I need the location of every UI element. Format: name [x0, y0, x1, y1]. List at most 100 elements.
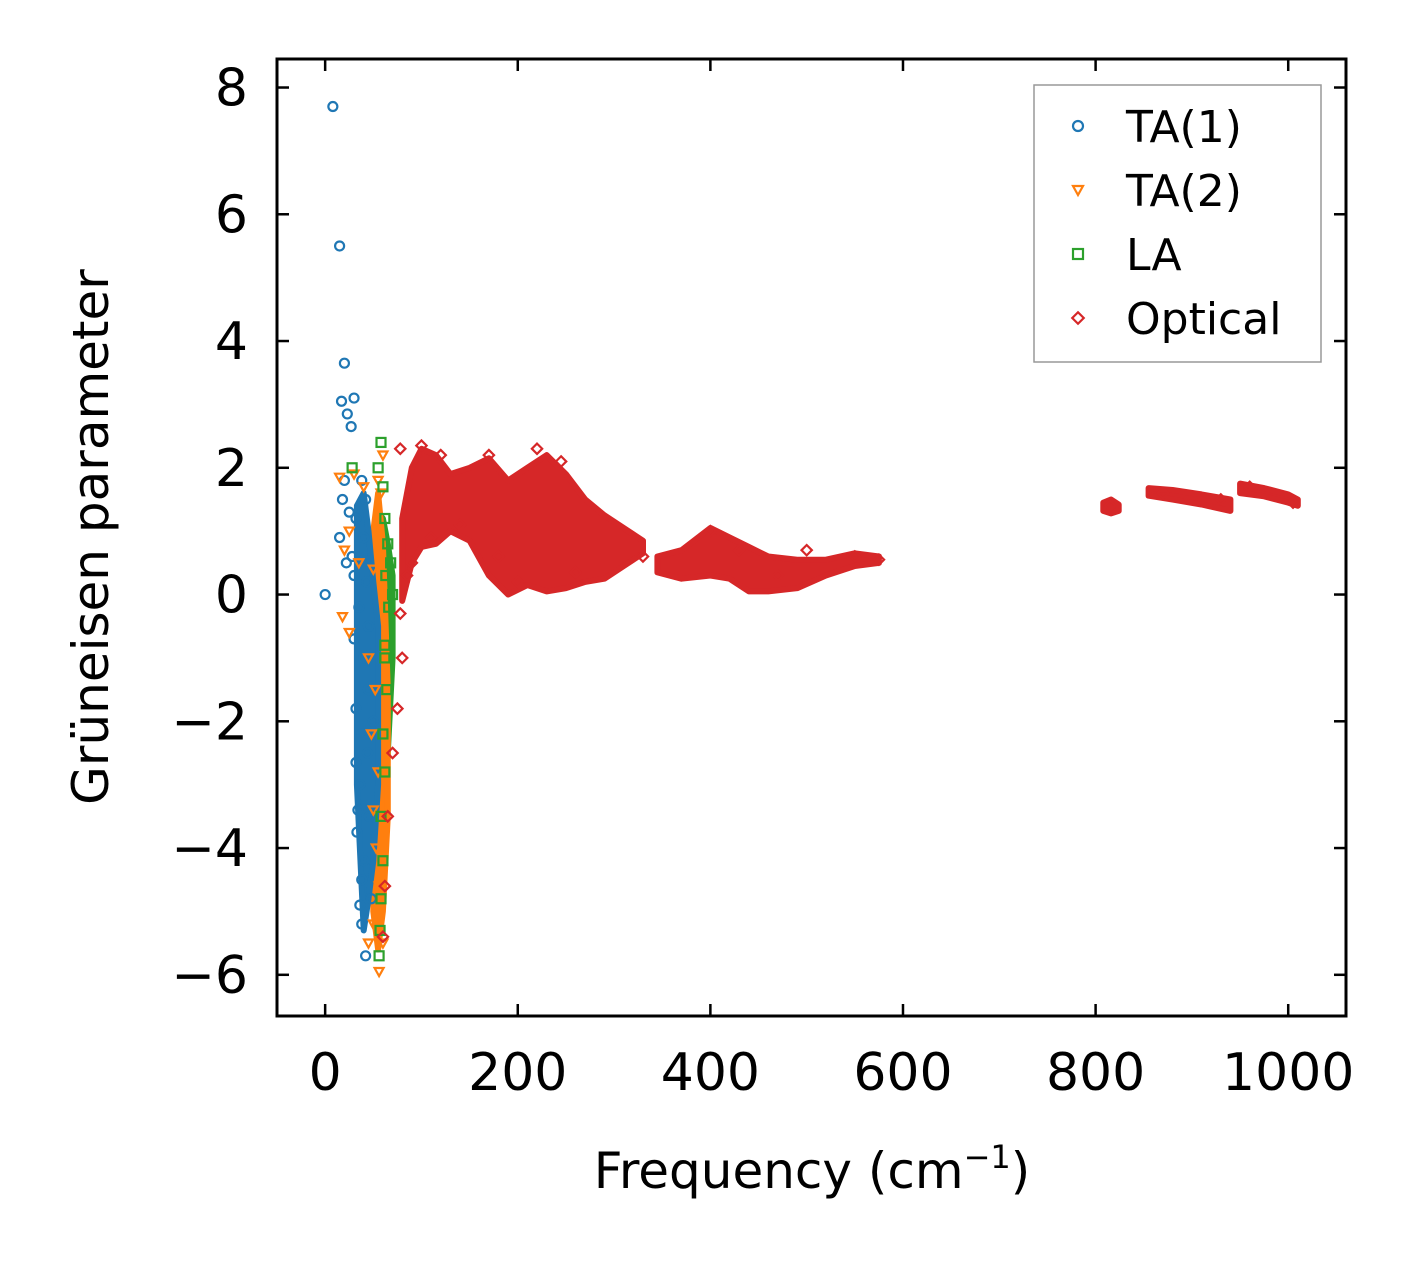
point-ta-1-28: [356, 918, 368, 930]
point-ta-1-4: [341, 408, 353, 420]
point-optical-24: [799, 543, 814, 557]
point-optical-9: [385, 746, 400, 760]
point-ta-1-14: [348, 569, 360, 582]
point-ta-2-7: [342, 627, 356, 640]
point-ta-2-0: [333, 472, 346, 485]
point-la-3: [377, 481, 389, 493]
point-la-17: [385, 557, 397, 569]
point-la-10: [377, 728, 389, 740]
legend-marker-la: [1071, 247, 1085, 261]
legend: TA(1) TA(2) LA Optical: [1033, 84, 1322, 363]
point-optical-2: [433, 448, 448, 462]
point-ta-1-34: [367, 715, 379, 727]
point-la-0: [346, 462, 358, 474]
point-ta-1-36: [360, 493, 372, 506]
legend-label-ta-2: TA(2): [1125, 166, 1242, 217]
point-optical-23: [771, 568, 785, 583]
point-ta-1-24: [351, 826, 363, 838]
point-la-8: [379, 639, 391, 651]
point-optical-20: [636, 549, 650, 564]
y-tick-label-7: −6: [171, 946, 248, 1006]
legend-marker-ta-1: [1071, 119, 1085, 133]
point-ta-1-2: [338, 357, 351, 369]
point-ta-1-0: [327, 100, 339, 113]
point-ta-2-20: [374, 488, 388, 500]
point-ta-2-11: [365, 729, 378, 741]
y-tick-label-1: 6: [215, 185, 248, 245]
point-ta-1-38: [362, 620, 375, 632]
point-ta-1-21: [350, 756, 362, 769]
point-optical-1: [414, 438, 429, 453]
legend-label-optical: Optical: [1126, 294, 1281, 345]
point-ta-1-3: [335, 395, 348, 407]
point-optical-0: [393, 442, 408, 456]
point-ta-2-1: [347, 469, 361, 481]
point-ta-2-13: [366, 805, 380, 817]
point-optical-18: [511, 575, 525, 589]
point-optical-13: [400, 568, 414, 583]
point-ta-2-6: [336, 612, 349, 624]
point-ta-2-5: [352, 558, 366, 570]
point-ta-2-3: [342, 526, 356, 538]
point-ta-1-27: [354, 899, 366, 911]
point-optical-11: [395, 651, 409, 665]
legend-label-ta-1: TA(1): [1125, 102, 1242, 153]
point-ta-1-11: [333, 531, 346, 544]
point-optical-27: [1103, 499, 1117, 513]
point-ta-1-35: [358, 531, 370, 544]
plot-frame: [275, 57, 1348, 1018]
x-tick-label-2: 400: [661, 1043, 760, 1103]
point-ta-1-16: [353, 601, 365, 613]
x-tick-label-4: 800: [1046, 1043, 1145, 1103]
x-tick-label-1: 200: [468, 1043, 567, 1103]
point-optical-15: [424, 530, 438, 545]
point-ta-1-9: [343, 506, 355, 518]
x-tick-label-0: 0: [309, 1043, 342, 1103]
point-ta-2-8: [366, 564, 380, 576]
point-optical-22: [732, 543, 747, 557]
point-ta-1-6: [345, 420, 357, 433]
point-ta-2-10: [368, 684, 382, 697]
point-ta-1-39: [360, 576, 373, 588]
y-tick-label-2: 4: [215, 312, 248, 372]
point-la-18: [386, 588, 399, 601]
legend-label-la: LA: [1126, 230, 1182, 281]
legend-marker-ta-2: [1071, 184, 1085, 198]
point-optical-30: [1242, 480, 1257, 494]
point-optical-6: [376, 930, 390, 944]
point-ta-1-19: [350, 703, 362, 715]
point-ta-1-26: [356, 874, 368, 886]
point-la-2: [372, 462, 384, 474]
point-optical-10: [390, 701, 405, 716]
point-ta-2-19: [376, 938, 390, 950]
point-optical-21: [703, 524, 718, 538]
data-points: [319, 100, 1300, 979]
y-tick-label-3: 2: [215, 439, 248, 499]
x-tick-label-3: 600: [853, 1043, 952, 1103]
y-tick-label-0: 8: [215, 59, 248, 119]
y-axis-label: Grüneisen parameter: [62, 269, 120, 805]
point-optical-12: [393, 606, 408, 621]
point-ta-1-29: [360, 950, 372, 962]
x-axis-label: Frequency (cm−1): [594, 1138, 1031, 1200]
point-ta-1-17: [348, 633, 360, 645]
point-optical-28: [1156, 486, 1170, 500]
point-optical-8: [381, 809, 395, 824]
point-optical-19: [568, 565, 583, 580]
point-optical-17: [491, 549, 506, 564]
band-ta-1--7: [353, 490, 382, 934]
point-ta-1-31: [361, 747, 374, 759]
x-tick-label-5: 1000: [1222, 1043, 1354, 1103]
legend-marker-optical: [1070, 310, 1086, 326]
point-ta-1-15: [319, 588, 331, 601]
point-ta-2-14: [369, 843, 383, 855]
point-ta-1-23: [352, 804, 364, 816]
point-optical-29: [1214, 492, 1228, 507]
point-ta-1-5: [348, 392, 360, 404]
band-optical-1: [654, 525, 882, 595]
band-optical-0: [399, 445, 646, 604]
point-ta-2-2: [357, 482, 371, 494]
band-optical-4: [1237, 480, 1301, 509]
y-tick-label-5: −2: [171, 692, 248, 752]
point-ta-1-13: [340, 557, 352, 569]
